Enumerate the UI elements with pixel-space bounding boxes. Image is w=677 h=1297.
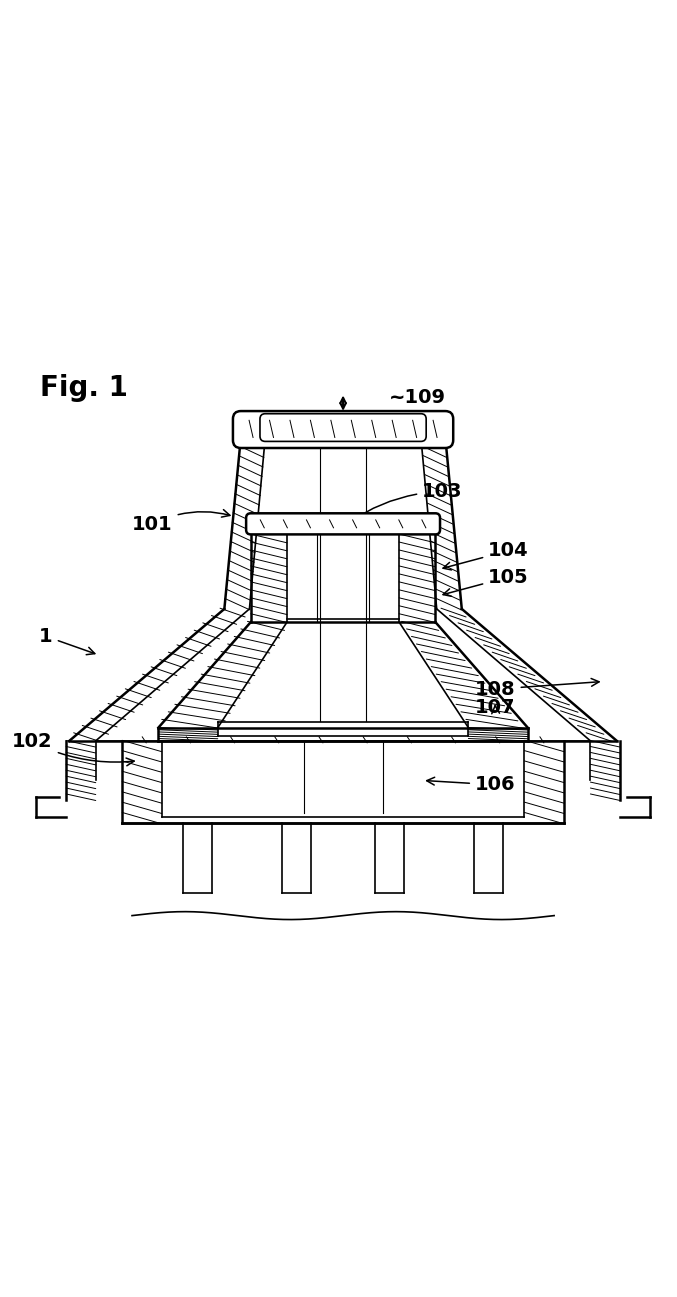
Text: 107: 107	[475, 698, 515, 717]
Text: Fig. 1: Fig. 1	[40, 374, 127, 402]
Text: 1: 1	[39, 626, 95, 655]
FancyBboxPatch shape	[260, 414, 427, 441]
Text: ~109: ~109	[389, 388, 446, 407]
Text: 101: 101	[132, 510, 230, 534]
FancyBboxPatch shape	[233, 411, 453, 447]
Text: 105: 105	[443, 568, 529, 597]
Text: 108: 108	[475, 678, 599, 699]
Text: 104: 104	[443, 541, 529, 569]
Text: 106: 106	[427, 776, 516, 794]
FancyBboxPatch shape	[246, 514, 440, 534]
Text: 103: 103	[350, 481, 462, 521]
Text: 102: 102	[12, 733, 134, 765]
